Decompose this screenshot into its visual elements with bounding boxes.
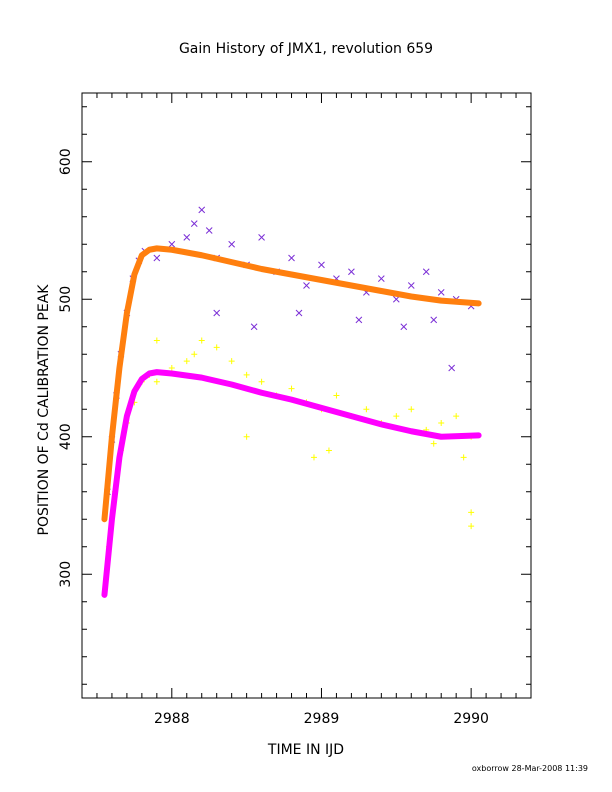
series-4 xyxy=(101,369,482,598)
y-tick-label: 600 xyxy=(58,148,74,175)
data-point xyxy=(430,440,437,447)
data-point xyxy=(460,454,467,461)
data-point xyxy=(392,295,400,303)
data-point xyxy=(228,240,236,248)
chart-marks xyxy=(101,206,482,598)
y-axis-label: POSITION OF Cd CALIBRATION PEAK xyxy=(36,284,52,536)
series-3 xyxy=(105,337,475,550)
data-point xyxy=(198,337,205,344)
series-line xyxy=(101,245,482,523)
data-point xyxy=(190,220,198,227)
data-point xyxy=(288,385,295,392)
y-tick-label: 300 xyxy=(58,561,74,588)
data-point xyxy=(198,206,206,214)
data-point xyxy=(408,406,415,413)
data-point xyxy=(438,420,445,426)
data-point xyxy=(430,316,438,324)
data-point xyxy=(318,261,325,269)
data-point xyxy=(377,275,385,282)
data-point xyxy=(453,413,460,420)
x-tick-label: 2988 xyxy=(154,711,190,727)
data-point xyxy=(250,323,258,331)
data-point xyxy=(448,364,456,372)
y-tick-label: 400 xyxy=(58,423,74,450)
data-point xyxy=(407,282,415,289)
data-point xyxy=(183,234,191,241)
series-2 xyxy=(101,245,482,523)
data-point xyxy=(258,234,265,241)
data-point xyxy=(213,309,221,317)
data-point xyxy=(228,358,235,365)
data-point xyxy=(243,433,250,440)
x-axis-label: TIME IN IJD xyxy=(267,742,344,758)
data-point xyxy=(168,365,175,371)
data-point xyxy=(153,254,161,262)
series-line xyxy=(101,369,482,598)
x-tick-label: 2990 xyxy=(453,711,489,727)
x-tick-label: 2989 xyxy=(304,711,340,727)
data-point xyxy=(243,371,250,378)
data-point xyxy=(183,358,190,365)
data-point xyxy=(348,268,355,276)
data-point xyxy=(400,323,408,331)
data-point xyxy=(325,447,332,454)
chart-title: Gain History of JMX1, revolution 659 xyxy=(179,41,433,57)
data-point xyxy=(393,413,400,420)
data-point xyxy=(468,509,475,516)
data-point xyxy=(213,344,220,351)
data-point xyxy=(258,378,265,385)
y-tick-label: 500 xyxy=(58,286,74,313)
data-point xyxy=(437,289,445,296)
data-point xyxy=(288,254,295,262)
data-point xyxy=(310,454,317,461)
data-point xyxy=(205,227,213,234)
data-point xyxy=(303,282,310,289)
data-point xyxy=(153,337,160,344)
data-point xyxy=(355,316,363,324)
axis-ticks: 2988 2989 2990 300 400 500 600 xyxy=(58,93,532,727)
data-point xyxy=(295,309,303,317)
data-point xyxy=(468,523,475,530)
plot-frame xyxy=(81,92,532,699)
data-point xyxy=(363,406,370,413)
data-point xyxy=(191,351,198,358)
data-point xyxy=(153,378,160,385)
data-point xyxy=(422,268,430,276)
data-point xyxy=(168,240,176,248)
footer-stamp: oxborrow 28-Mar-2008 11:39 xyxy=(472,764,588,773)
data-point xyxy=(333,392,340,399)
